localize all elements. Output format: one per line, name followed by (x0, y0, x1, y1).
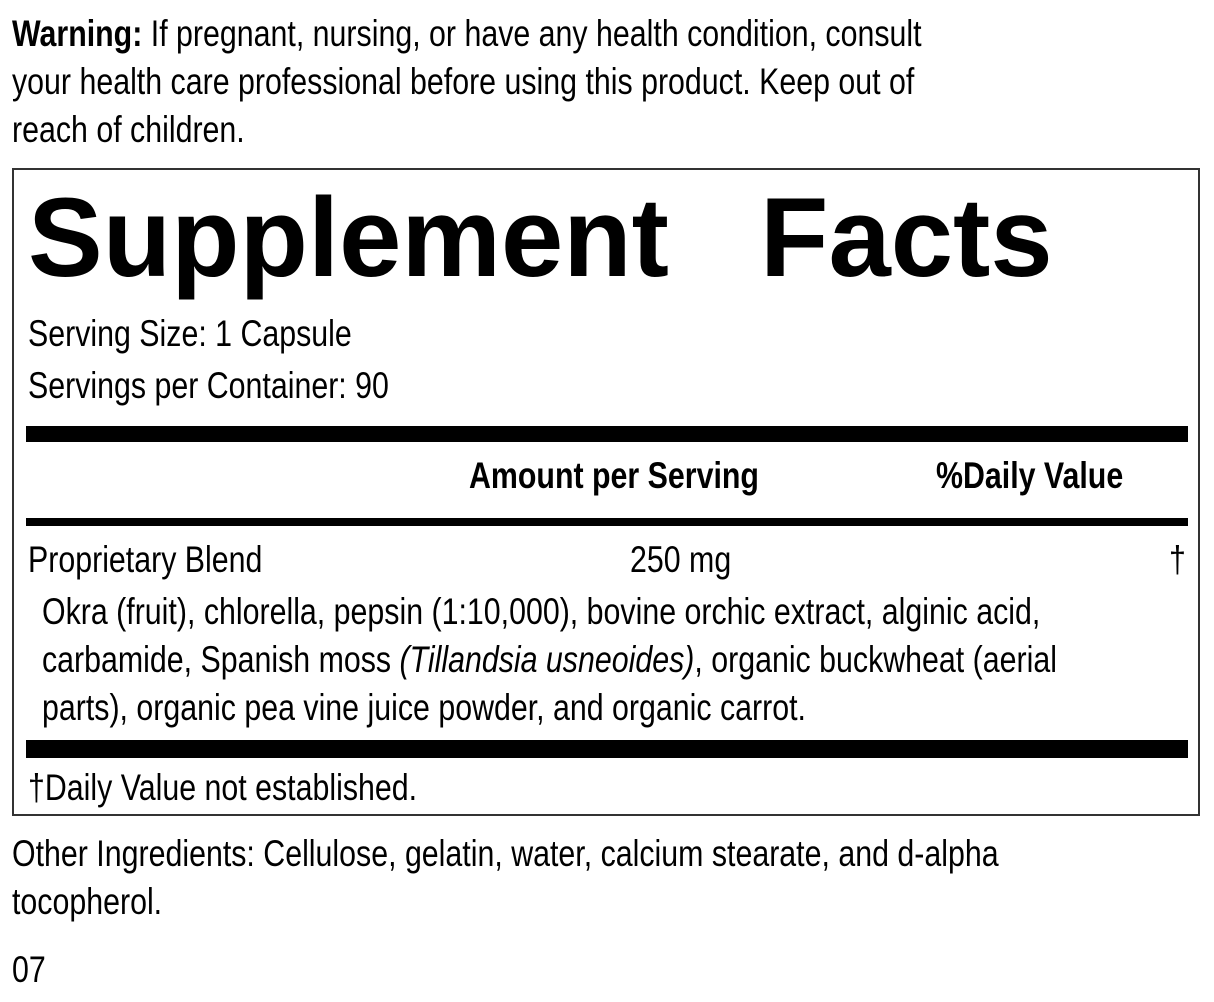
ingredient-line: carbamide, Spanish moss (42, 639, 400, 680)
warning-label: Warning: (12, 13, 143, 54)
warning-line: reach of children. (12, 109, 245, 150)
product-code: 07 (12, 949, 46, 990)
warning-text: Warning: If pregnant, nursing, or have a… (12, 10, 922, 154)
blend-ingredients: Okra (fruit), chlorella, pepsin (1:10,00… (42, 588, 1057, 732)
latin-name: (Tillandsia usneoides) (399, 639, 695, 680)
supplement-facts-panel: Supplement Facts Serving Size: 1 Capsule… (12, 168, 1200, 816)
other-line: Other Ingredients: Cellulose, gelatin, w… (12, 833, 999, 874)
panel-title: Supplement Facts (28, 175, 1053, 300)
servings-per-container: Servings per Container: 90 (28, 365, 389, 406)
other-line: tocopherol. (12, 881, 163, 922)
dv-header: %Daily Value (936, 455, 1124, 496)
footnote: †Daily Value not established. (28, 767, 418, 808)
divider (26, 518, 1188, 526)
warning-line: If pregnant, nursing, or have any health… (150, 13, 922, 54)
ingredient-line: parts), organic pea vine juice powder, a… (42, 687, 806, 728)
blend-name: Proprietary Blend (28, 539, 263, 580)
ingredient-line: Okra (fruit), chlorella, pepsin (1:10,00… (42, 591, 1041, 632)
divider-thick (26, 426, 1188, 442)
blend-amount: 250 mg (630, 539, 732, 580)
divider-thick (26, 740, 1188, 758)
serving-size: Serving Size: 1 Capsule (28, 313, 352, 354)
ingredient-line: , organic buckwheat (aerial (694, 639, 1057, 680)
other-ingredients: Other Ingredients: Cellulose, gelatin, w… (12, 830, 999, 926)
amount-header: Amount per Serving (469, 455, 759, 496)
blend-dv: † (1169, 539, 1186, 580)
warning-line: your health care professional before usi… (12, 61, 915, 102)
